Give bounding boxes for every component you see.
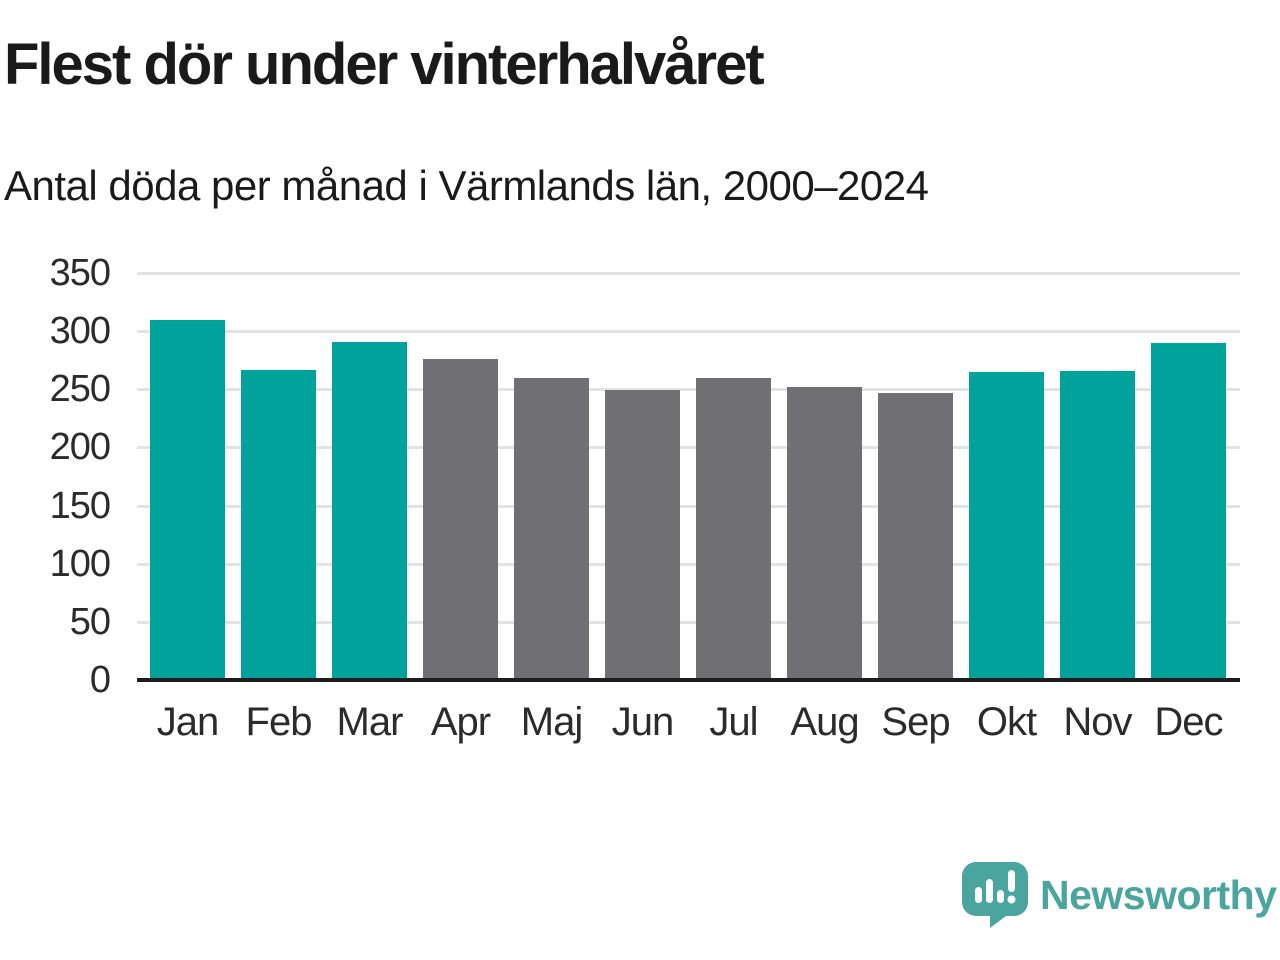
x-axis-label-maj: Maj bbox=[520, 700, 583, 744]
grid-line-350 bbox=[137, 272, 1240, 275]
y-axis-label-50: 50 bbox=[69, 600, 111, 643]
grid-line-50 bbox=[137, 620, 1240, 624]
grid-line-100 bbox=[137, 562, 1240, 566]
x-axis: Jan Feb Mar Apr Maj Jun Jul Aug Sep Okt Nov Dec bbox=[137, 698, 1240, 748]
bar-jul bbox=[696, 377, 771, 680]
bar-aug bbox=[787, 386, 862, 680]
x-axis-label-jun: Jun bbox=[611, 700, 675, 744]
bar-apr bbox=[423, 359, 498, 680]
bar-chart-plot-area bbox=[137, 272, 1240, 680]
grid-line-150 bbox=[137, 504, 1240, 508]
bar-nov bbox=[1060, 370, 1135, 680]
x-axis-label-jul: Jul bbox=[709, 700, 758, 744]
chart-subtitle: Antal döda per månad i Värmlands län, 20… bbox=[4, 162, 929, 209]
bar-feb bbox=[241, 369, 316, 680]
x-axis-label-apr: Apr bbox=[430, 700, 491, 744]
y-axis: 0 50 100 150 200 250 300 350 bbox=[0, 253, 111, 700]
x-axis-label-jan: Jan bbox=[156, 700, 220, 744]
newsworthy-logo[interactable]: Newsworthy bbox=[962, 862, 1277, 928]
y-axis-label-100: 100 bbox=[49, 542, 111, 585]
bar-jun bbox=[605, 390, 680, 680]
y-axis-label-200: 200 bbox=[49, 426, 111, 469]
bar-dec bbox=[1151, 342, 1226, 680]
y-axis-label-300: 300 bbox=[49, 310, 111, 353]
x-axis-label-okt: Okt bbox=[976, 700, 1037, 744]
grid-line-300 bbox=[137, 330, 1240, 334]
bar-sep bbox=[878, 392, 953, 680]
x-axis-label-aug: Aug bbox=[790, 700, 859, 744]
y-axis-label-350: 350 bbox=[49, 252, 111, 294]
x-axis-label-feb: Feb bbox=[245, 700, 313, 744]
y-axis-label-150: 150 bbox=[49, 484, 111, 527]
bar-mar bbox=[332, 341, 407, 680]
grid-line-200 bbox=[137, 446, 1240, 450]
bar-chart-speech-bubble-icon bbox=[962, 862, 1028, 928]
x-axis-label-mar: Mar bbox=[336, 700, 404, 744]
y-axis-label-250: 250 bbox=[49, 368, 111, 411]
bar-jan bbox=[150, 319, 225, 680]
grid-line-250 bbox=[137, 388, 1240, 392]
x-axis-label-nov: Nov bbox=[1063, 700, 1132, 744]
y-axis-label-0: 0 bbox=[89, 659, 111, 701]
bar-maj bbox=[514, 377, 589, 680]
chart-title: Flest dör under vinterhalvåret bbox=[4, 32, 765, 97]
bar-okt bbox=[969, 371, 1044, 680]
x-axis-baseline bbox=[137, 678, 1240, 682]
x-axis-label-dec: Dec bbox=[1154, 700, 1223, 744]
newsworthy-wordmark: Newsworthy bbox=[1040, 872, 1277, 918]
x-axis-label-sep: Sep bbox=[881, 700, 950, 744]
